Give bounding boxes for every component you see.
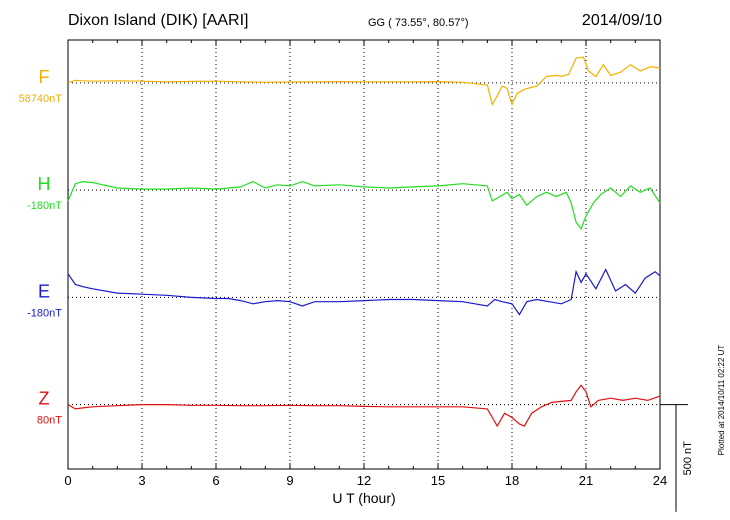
station-title: Dixon Island (DIK) [AARI] <box>68 12 249 29</box>
x-tick-label: 6 <box>212 473 219 488</box>
x-tick-label: 24 <box>653 473 667 488</box>
component-label-f: F <box>39 67 50 87</box>
component-baseline-e: -180nT <box>27 307 62 319</box>
series-line-z <box>67 384 661 428</box>
series-line-h <box>67 180 661 231</box>
x-tick-label: 18 <box>505 473 519 488</box>
series-line-f <box>67 56 661 107</box>
component-label-z: Z <box>39 389 50 409</box>
x-tick-label: 9 <box>286 473 293 488</box>
plotted-timestamp: Plotted at 2014/10/11 02:22 UT <box>717 345 726 456</box>
x-axis-title: U T (hour) <box>332 490 395 506</box>
series-line-e <box>67 268 661 316</box>
x-tick-label: 3 <box>138 473 145 488</box>
component-baseline-z: 80nT <box>37 415 62 427</box>
component-label-e: E <box>38 281 50 301</box>
component-baseline-f: 58740nT <box>19 93 63 105</box>
x-tick-label: 15 <box>431 473 445 488</box>
scale-bar-label: 500 nT <box>682 441 694 476</box>
geographic-coordinates: GG ( 73.55°, 80.57°) <box>368 17 469 29</box>
x-tick-label: 21 <box>579 473 593 488</box>
plot-date: 2014/09/10 <box>581 12 662 29</box>
component-baseline-h: -180nT <box>27 200 62 212</box>
x-tick-label: 12 <box>357 473 371 488</box>
x-tick-label: 0 <box>64 473 71 488</box>
component-label-h: H <box>38 174 51 194</box>
